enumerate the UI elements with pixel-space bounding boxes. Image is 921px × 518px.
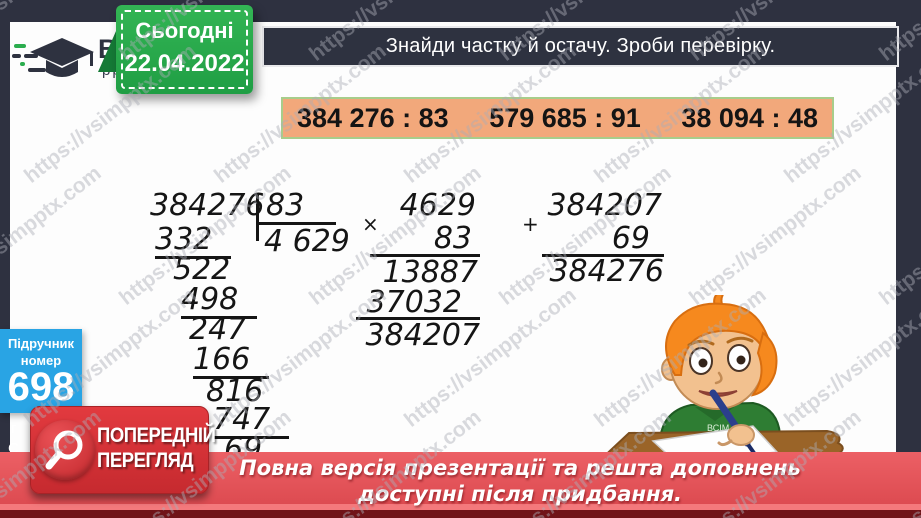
svg-text:ВСІМ: ВСІМ: [707, 423, 729, 433]
task-box: 384 276 : 83 579 685 : 91 38 094 : 48: [281, 97, 834, 139]
task-problem-2: 579 685 : 91: [489, 102, 641, 133]
multiplication-factor1: 4629: [399, 188, 476, 223]
multiplication-check: × 4629 83 13887 37032 384207: [356, 190, 480, 360]
multiplication-factor2: 83: [433, 221, 472, 256]
addition-check: + 384207 69 384276: [522, 190, 664, 295]
multiplication-sign: ×: [362, 212, 379, 236]
textbook-label-line1: Підручник: [7, 336, 75, 351]
footer-notice-line1: Повна версія презентації та решта доповн…: [239, 456, 801, 480]
footer-highlight-line: [0, 504, 921, 510]
division-step: 747: [213, 404, 289, 439]
multiplication-line: [370, 254, 480, 257]
division-step: 332: [155, 224, 231, 259]
division-step: 522: [173, 252, 231, 287]
task-problem-3: 38 094 : 48: [681, 102, 818, 133]
multiplication-product: 384207: [365, 318, 480, 353]
addition-sum: 384276: [549, 254, 664, 289]
task-problem-1: 384 276 : 83: [297, 102, 449, 133]
textbook-number: 698: [7, 365, 75, 409]
magnifier-icon: [35, 420, 95, 480]
preview-button-label: ПОПЕРЕДНІЙ ПЕРЕГЛЯД: [97, 423, 216, 473]
multiplication-result-line: [356, 317, 480, 320]
preview-label-line1: ПОПЕРЕДНІЙ: [97, 424, 216, 447]
date-badge-dashed-border: [121, 10, 248, 89]
multiplication-partial1: 13887: [382, 255, 478, 290]
division-step: 498: [181, 284, 257, 319]
division-vertical-line: [256, 194, 259, 241]
division-step: 247: [189, 312, 247, 347]
addition-sign: +: [522, 212, 539, 236]
addition-addend2: 69: [611, 221, 650, 256]
lesson-title: Знайди частку й остачу. Зроби перевірку.: [385, 35, 776, 57]
textbook-label-line2: номер: [20, 353, 62, 368]
date-badge-date: 22.04.2022: [124, 50, 245, 77]
date-badge-label: Сьогодні: [135, 18, 234, 43]
addition-line: [542, 254, 664, 257]
division-horizontal-line: [256, 222, 336, 225]
division-step: 166: [193, 344, 269, 379]
boy-illustration: ВСІМ: [595, 295, 844, 464]
obscured-text-fragment: С: [8, 440, 19, 457]
lesson-title-bar: Знайди частку й остачу. Зроби перевірку.: [262, 26, 899, 67]
footer-notice: Повна версія презентації та решта доповн…: [120, 455, 920, 507]
preview-button[interactable]: ПОПЕРЕДНІЙ ПЕРЕГЛЯД: [30, 406, 216, 494]
division-dividend: 384276: [150, 188, 265, 223]
footer-notice-line2: доступні після придбання.: [357, 482, 683, 506]
division-quotient: 4 629: [264, 224, 350, 259]
division-divisor: 83: [266, 188, 305, 223]
date-badge: Сьогодні 22.04.2022: [116, 5, 253, 94]
multiplication-partial2: 37032: [366, 285, 462, 320]
obscured-text-fragment: г: [11, 420, 17, 437]
textbook-number-badge: Підручник номер 698: [0, 329, 82, 413]
preview-label-line2: ПЕРЕГЛЯД: [97, 449, 194, 472]
division-step: 816: [206, 374, 264, 409]
addition-addend1: 384207: [547, 188, 662, 223]
footer-dark-strip: [0, 510, 921, 518]
long-division-work: 384276 83 4 629 332 522 498 247 166 816 747 69: [148, 188, 388, 488]
graduation-cap-icon: [12, 38, 94, 77]
